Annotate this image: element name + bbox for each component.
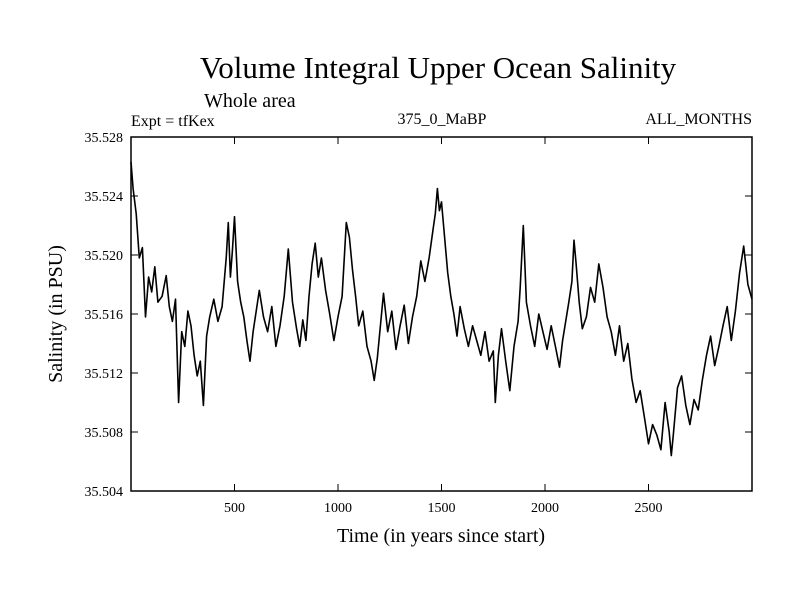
plot-line (130, 162, 753, 457)
x-tick-label: 2000 (531, 501, 559, 516)
plot-frame (130, 136, 753, 492)
y-tick-label: 35.528 (85, 131, 124, 146)
y-tick-label: 35.516 (85, 308, 124, 323)
run-label: 375_0_MaBP (398, 111, 487, 128)
months-label: ALL_MONTHS (645, 111, 752, 128)
y-tick-label: 35.508 (85, 426, 124, 441)
x-axis-label: Time (in years since start) (337, 525, 545, 547)
y-tick-label: 35.512 (85, 367, 124, 382)
y-tick-label: 35.504 (85, 485, 124, 500)
x-axis: 500 1000 1500 2000 2500 (224, 137, 663, 516)
y-tick-label: 35.524 (85, 190, 124, 205)
expt-label: Expt = tfKex (131, 113, 215, 130)
y-axis: 35.504 35.508 35.512 35.516 35.520 35.524 35.5… (85, 131, 752, 500)
y-tick-label: 35.520 (85, 249, 124, 264)
x-tick-label: 2500 (635, 501, 663, 516)
x-tick-label: 1500 (428, 501, 456, 516)
series-line (130, 162, 753, 457)
chart-subtitle: Whole area (204, 90, 296, 112)
y-axis-label: Salinity (in PSU) (45, 245, 67, 383)
x-tick-label: 500 (224, 501, 245, 516)
x-tick-label: 1000 (324, 501, 352, 516)
chart-title: Volume Integral Upper Ocean Salinity (200, 50, 677, 85)
